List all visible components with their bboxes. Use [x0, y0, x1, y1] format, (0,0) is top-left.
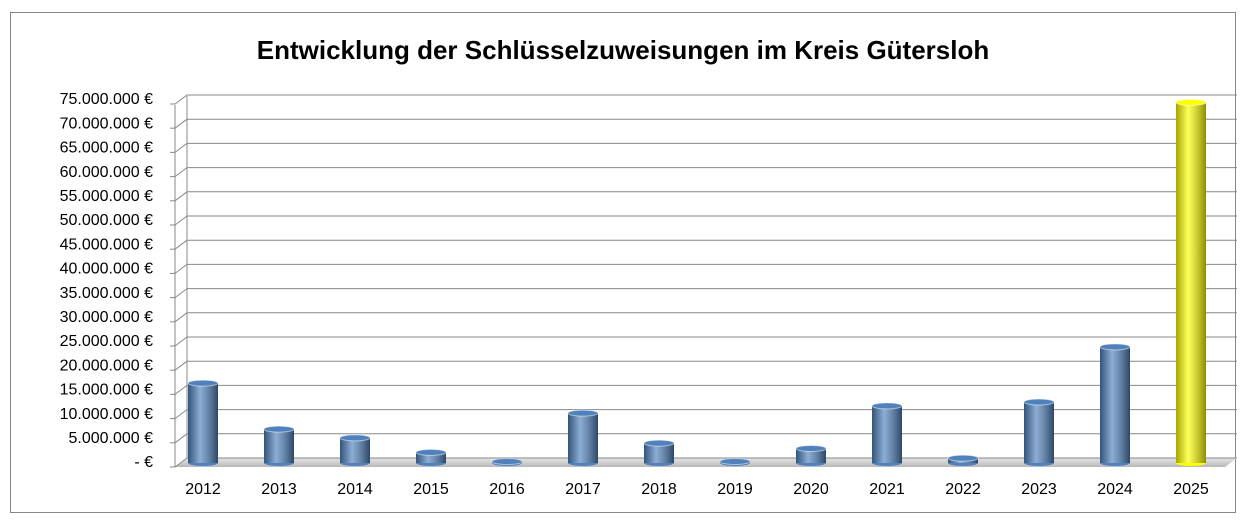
bar-top [187, 379, 219, 387]
x-tick-label: 2013 [261, 481, 297, 498]
grid-line [174, 167, 188, 178]
bar-top [263, 425, 295, 433]
floor [175, 458, 1237, 467]
y-tick-label: - € [134, 454, 153, 471]
bar-shade [188, 383, 218, 463]
grid-line [174, 336, 188, 347]
y-tick-label: 35.000.000 € [60, 285, 154, 302]
chart-title: Entwicklung der Schlüsselzuweisungen im … [257, 35, 990, 65]
y-tick-label: 70.000.000 € [60, 115, 154, 132]
bar-shade [340, 437, 370, 463]
y-tick-label: 20.000.000 € [60, 357, 154, 374]
bar-top [719, 458, 751, 466]
grid-line [174, 118, 188, 129]
y-tick-label: 40.000.000 € [60, 261, 154, 278]
bar-top [339, 434, 371, 442]
x-tick-label: 2017 [565, 481, 601, 498]
y-tick-label: 15.000.000 € [60, 382, 154, 399]
bar-shade [568, 413, 598, 463]
bar-top [795, 444, 827, 452]
y-tick-label: 25.000.000 € [60, 333, 154, 350]
grid-line [174, 433, 188, 444]
bar-shade [796, 448, 826, 463]
bar-top [415, 448, 447, 456]
bar-top [1175, 98, 1207, 106]
x-tick-label: 2018 [641, 481, 677, 498]
x-tick-label: 2025 [1173, 481, 1209, 498]
bar-shade [872, 405, 902, 463]
grid-line [174, 191, 188, 202]
y-tick-label: 5.000.000 € [68, 430, 153, 447]
y-tick-label: 55.000.000 € [60, 188, 154, 205]
grid-line [174, 409, 188, 420]
y-tick-label: 45.000.000 € [60, 236, 154, 253]
x-tick-label: 2024 [1097, 481, 1133, 498]
x-tick-label: 2021 [869, 481, 905, 498]
bar-top [871, 402, 903, 410]
grid-line [174, 360, 188, 371]
y-tick-label: 30.000.000 € [60, 309, 154, 326]
x-tick-label: 2020 [793, 481, 829, 498]
grid-line [174, 288, 188, 299]
x-tick-label: 2022 [945, 481, 981, 498]
bar-shade [1176, 102, 1206, 464]
bar-shade [264, 429, 294, 463]
y-tick-label: 65.000.000 € [60, 140, 154, 157]
bar-shade [416, 452, 446, 463]
x-tick-label: 2023 [1021, 481, 1057, 498]
x-tick-label: 2019 [717, 481, 753, 498]
bar-shade [644, 443, 674, 463]
grid-line [174, 263, 188, 274]
x-tick-label: 2014 [337, 481, 373, 498]
bar-top [567, 409, 599, 417]
x-tick-label: 2016 [489, 481, 525, 498]
x-tick-label: 2012 [185, 481, 221, 498]
bar-top [491, 458, 523, 466]
grid-line [174, 94, 188, 105]
grid-line [174, 215, 188, 226]
bar-shade [1024, 402, 1054, 463]
grid-line [174, 312, 188, 323]
grid-line [174, 239, 188, 250]
grid-line [174, 142, 188, 153]
y-tick-label: 60.000.000 € [60, 164, 154, 181]
x-tick-label: 2015 [413, 481, 449, 498]
grid-line [174, 384, 188, 395]
bar-top [1099, 343, 1131, 351]
bar-top [947, 454, 979, 462]
bar-shade [1100, 346, 1130, 463]
bar-top [1023, 398, 1055, 406]
y-tick-label: 50.000.000 € [60, 212, 154, 229]
bar-top [643, 439, 675, 447]
y-tick-label: 75.000.000 € [60, 91, 154, 108]
y-tick-label: 10.000.000 € [60, 406, 154, 423]
grid-line [174, 457, 188, 468]
